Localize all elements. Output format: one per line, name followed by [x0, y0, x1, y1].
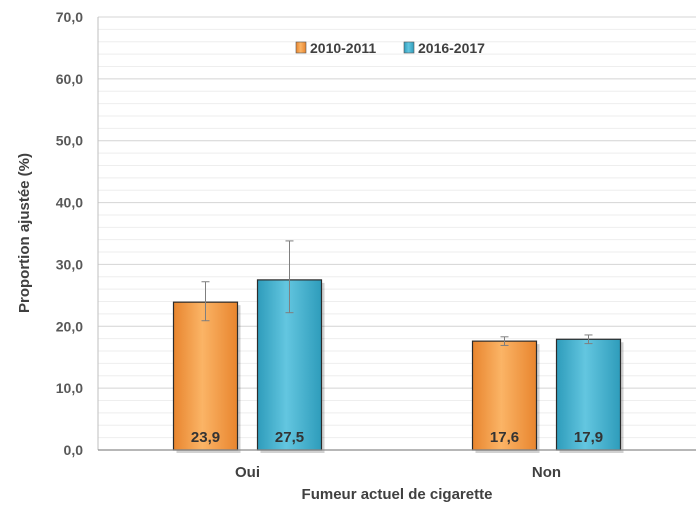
y-tick-label: 70,0 — [56, 9, 83, 25]
y-tick-label: 50,0 — [56, 133, 83, 149]
x-category-label: Oui — [235, 464, 260, 481]
x-axis-title: Fumeur actuel de cigarette — [302, 486, 493, 503]
bar — [172, 301, 239, 451]
y-axis-title: Proportion ajustée (%) — [16, 153, 33, 313]
y-tick-label: 40,0 — [56, 195, 83, 211]
bar — [555, 338, 622, 451]
legend-label: 2016-2017 — [418, 40, 485, 56]
legend-label: 2010-2011 — [310, 40, 376, 56]
y-tick-label: 20,0 — [56, 318, 83, 334]
bar — [471, 340, 538, 451]
x-category-label: Non — [532, 464, 561, 481]
y-tick-label: 30,0 — [56, 256, 83, 272]
y-tick-label: 10,0 — [56, 380, 83, 396]
y-tick-label: 60,0 — [56, 71, 83, 87]
legend-swatch — [403, 41, 415, 54]
bar-value-label: 23,9 — [191, 429, 220, 446]
bar-value-label: 27,5 — [275, 429, 304, 446]
legend-swatch — [295, 41, 307, 54]
bar-value-label: 17,9 — [574, 429, 603, 446]
bar-value-label: 17,6 — [490, 429, 519, 446]
y-tick-label: 0,0 — [64, 442, 84, 458]
